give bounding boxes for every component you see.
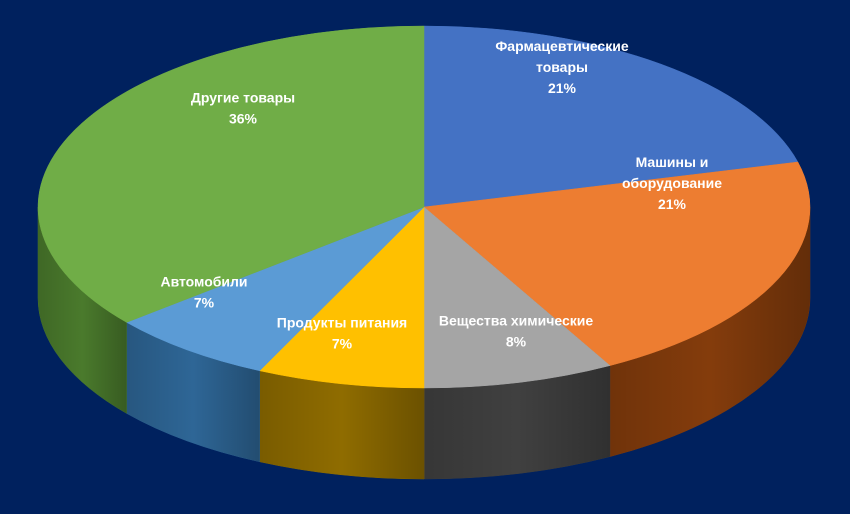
pie-sides: [37, 206, 811, 480]
pie-side-shade-2: [424, 365, 610, 479]
pie-side-shade-3: [259, 370, 424, 479]
slice-name-line: Фармацевтические: [495, 38, 628, 54]
slice-percent: 21%: [548, 80, 577, 96]
pie-labels: Фармацевтические товары 21% Машины и оборудо…: [160, 38, 722, 352]
slice-label-2: Вещества химические 8%: [439, 313, 594, 350]
slice-percent: 21%: [658, 196, 687, 212]
slice-name-line: Машины и: [636, 154, 709, 170]
pie-slice-4: [126, 206, 425, 372]
pie-side-shade-4: [126, 322, 260, 462]
slice-name-line: Другие товары: [191, 90, 295, 106]
slice-label-3: Продукты питания 7%: [277, 315, 407, 352]
pie-side-shade-1: [609, 207, 810, 457]
slice-name-line: Продукты питания: [277, 315, 407, 331]
pie-side-shade-5: [38, 207, 127, 414]
pie-slice-0: [423, 25, 799, 208]
slice-percent: 8%: [506, 334, 527, 350]
slice-percent: 7%: [332, 336, 353, 352]
pie-top: [37, 25, 811, 389]
pie-slice-3: [259, 206, 425, 389]
slice-label-0: Фармацевтические товары 21%: [495, 38, 628, 96]
slice-label-1: Машины и оборудование 21%: [622, 154, 722, 212]
slice-name-line: Вещества химические: [439, 313, 594, 329]
slice-label-4: Автомобили 7%: [160, 274, 247, 311]
pie-slice-5: [37, 25, 425, 323]
slice-name-line: товары: [536, 59, 588, 75]
slice-name-line: оборудование: [622, 175, 722, 191]
slice-label-5: Другие товары 36%: [191, 90, 295, 127]
slice-percent: 7%: [194, 295, 215, 311]
slice-percent: 36%: [229, 111, 258, 127]
pie-slice-2: [423, 206, 611, 389]
pie-slice-1: [423, 161, 811, 366]
slice-name-line: Автомобили: [160, 274, 247, 290]
